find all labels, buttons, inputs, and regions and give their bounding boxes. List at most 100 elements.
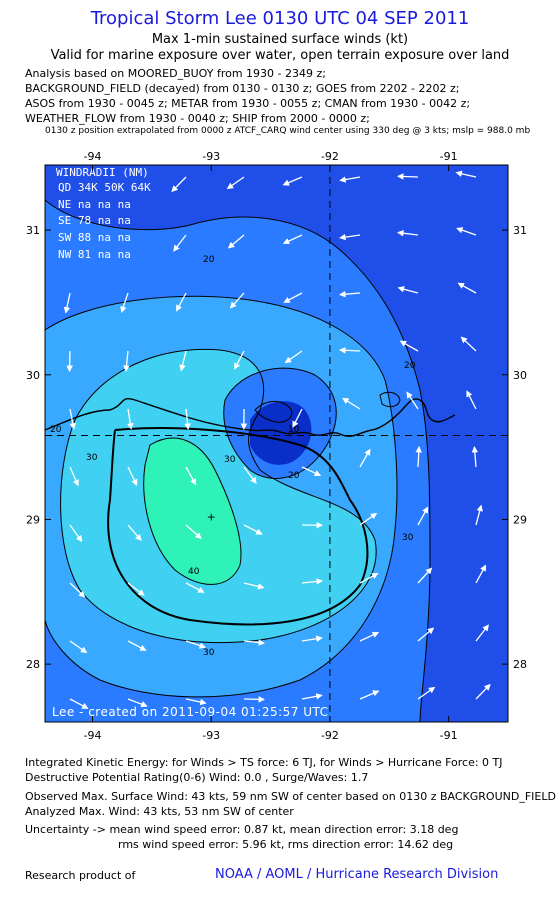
- lon-label-bottom-0: -94: [84, 729, 102, 742]
- wind-vector-9: [123, 350, 130, 372]
- wind-vector-64: [417, 627, 435, 642]
- wind-vector-24: [185, 640, 207, 649]
- wind-vector-27: [227, 234, 245, 249]
- wind-vector-18: [176, 292, 187, 312]
- wind-vector-41: [301, 466, 322, 477]
- contour-label-10: 10: [288, 425, 300, 435]
- wind-vector-48: [338, 290, 361, 298]
- wind-vector-7: [69, 698, 89, 709]
- contour-label-30d: 30: [203, 648, 215, 658]
- wind-vector-49: [338, 347, 361, 354]
- wind-vector-40: [292, 408, 303, 428]
- wind-vector-31: [243, 466, 257, 484]
- wind-vector-4: [69, 524, 83, 543]
- map-credit: Lee - created on 2011-09-04 01:25:57 UTC: [52, 705, 329, 719]
- analysis-line-4: WEATHER_FLOW from 1930 - 0040 z; SHIP fr…: [25, 112, 370, 125]
- wind-vector-72: [475, 504, 483, 526]
- lon-label-bottom-3: -91: [440, 729, 458, 742]
- contour-label-20a: 20: [203, 255, 215, 265]
- wind-vector-65: [417, 686, 436, 700]
- contour-label-40: 40: [188, 567, 200, 577]
- wind-vector-37: [282, 234, 303, 245]
- dpr-line: Destructive Potential Rating(0-6) Wind: …: [25, 771, 369, 784]
- wind-vector-8: [120, 292, 129, 313]
- contour-label-30c: 30: [402, 533, 414, 543]
- uncertainty-line-1: Uncertainty -> mean wind speed error: 0.…: [25, 823, 459, 836]
- wind-vector-51: [359, 448, 371, 468]
- wind-vector-39: [284, 350, 303, 364]
- contour-10: [223, 367, 337, 479]
- wind-vector-38: [283, 292, 303, 303]
- lat-label-right-2: 29: [513, 513, 527, 526]
- wind-vector-63: [417, 567, 433, 584]
- lon-label-top-1: -93: [202, 150, 220, 163]
- wind-vector-69: [460, 336, 477, 352]
- wind-vector-0: [63, 292, 71, 314]
- organization-link[interactable]: NOAA / AOML / Hurricane Research Divisio…: [215, 867, 499, 882]
- wind-vector-34: [243, 639, 265, 646]
- wind-vector-54: [359, 631, 380, 642]
- wind-vector-26: [226, 176, 245, 190]
- wind-vector-25: [185, 698, 207, 706]
- lon-label-top-3: -91: [440, 150, 458, 163]
- research-label: Research product of: [25, 869, 136, 882]
- wind-vector-13: [127, 582, 145, 596]
- wind-vector-74: [475, 624, 489, 642]
- contour-labels: 20 20 30 30 30 30 40 10 20 20: [50, 255, 416, 658]
- uncertainty-line-2: rms wind speed error: 5.96 kt, rms direc…: [118, 838, 454, 851]
- wind-vector-55: [359, 690, 380, 700]
- wind-vector-21: [185, 466, 197, 486]
- wind-vector-75: [475, 683, 491, 700]
- wind-radii-header: WINDRADII (NM): [56, 166, 149, 179]
- wind-vector-70: [466, 390, 477, 410]
- wind-field: 20 20 30 30 30 30 40 10 20 20 + WINDRADI…: [45, 165, 508, 722]
- analyzed-max-line: Analyzed Max. Wind: 43 kts, 53 nm SW of …: [25, 805, 294, 818]
- contour-label-20b: 20: [404, 361, 416, 371]
- coastline: [45, 398, 456, 437]
- wind-vector-57: [397, 229, 419, 237]
- wind-radii-table: WINDRADII (NM) QD 34K 50K 64K NE na na n…: [56, 166, 151, 261]
- wind-vector-29: [234, 350, 245, 370]
- wind-vector-5: [69, 582, 86, 598]
- wind-vector-71: [471, 445, 479, 468]
- max-wind-marker: +: [207, 511, 216, 524]
- contour-40: [143, 437, 242, 585]
- wind-vector-23: [185, 582, 205, 593]
- wind-vector-3: [69, 466, 79, 487]
- wind-vector-58: [397, 286, 419, 294]
- wind-vector-43: [301, 578, 323, 585]
- contour-label-20d: 20: [50, 425, 62, 435]
- contour-20-north: [45, 199, 431, 722]
- wind-vector-10: [127, 408, 134, 430]
- lat-label-right-1: 30: [513, 369, 527, 382]
- analysis-line-1: Analysis based on MOORED_BUOY from 1930 …: [25, 67, 326, 80]
- wind-vector-19: [179, 350, 187, 372]
- wind-vector-17: [173, 234, 187, 252]
- lat-label-left-3: 28: [26, 658, 40, 671]
- wind-vector-67: [456, 227, 477, 236]
- map-frame: [44, 164, 509, 723]
- wind-vector-15: [127, 698, 148, 708]
- wind-vector-16: [171, 176, 187, 193]
- analysis-line-3: ASOS from 1930 - 0045 z; METAR from 1930…: [25, 97, 471, 110]
- lat-label-left-0: 31: [26, 224, 40, 237]
- wind-vector-53: [359, 572, 379, 584]
- wind-vector-20: [184, 408, 191, 430]
- position-note: 0130 z position extrapolated from 0000 z…: [45, 126, 531, 136]
- wind-radii-row-sw: SW 88 na na: [58, 231, 131, 244]
- wind-radii-row-nw: NW 81 na na: [58, 248, 131, 261]
- wind-vector-45: [301, 693, 323, 700]
- wind-vector-62: [417, 506, 429, 526]
- contour-label-20c: 20: [288, 471, 300, 481]
- contour-34kt: [107, 427, 369, 626]
- wind-vector-22: [185, 524, 202, 539]
- lat-label-left-1: 30: [26, 369, 40, 382]
- lat-label-right-3: 28: [513, 658, 527, 671]
- subtitle-winds: Max 1-min sustained surface winds (kt): [151, 32, 409, 47]
- coast-islands: [254, 391, 401, 423]
- wind-radii-row-se: SE 78 na na: [58, 214, 131, 227]
- wind-band-40: [143, 438, 241, 585]
- contour-label-30a: 30: [86, 453, 98, 463]
- wind-vector-36: [282, 176, 303, 186]
- wind-radii-columns: QD 34K 50K 64K: [58, 181, 151, 194]
